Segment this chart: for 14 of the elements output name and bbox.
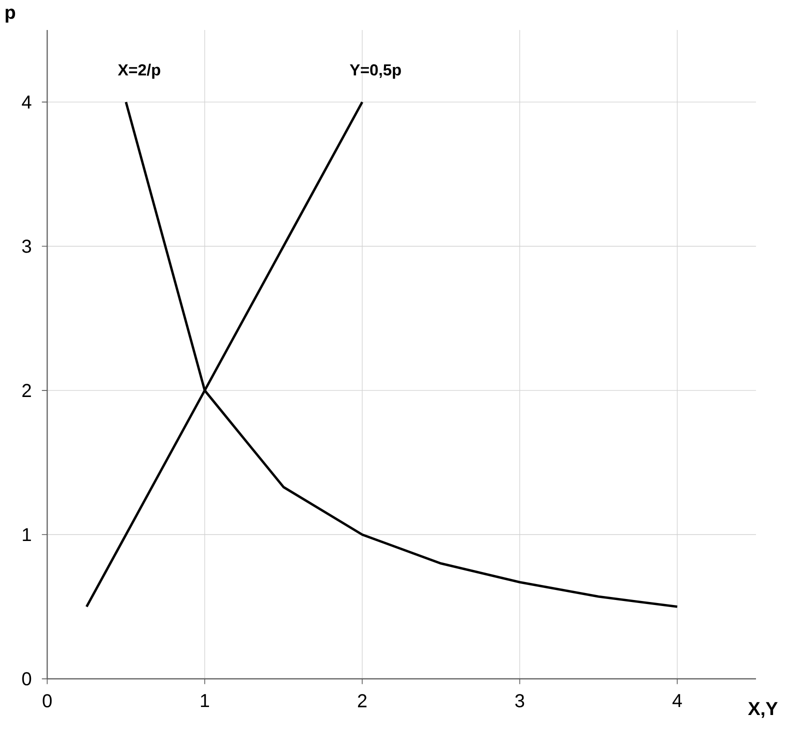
- x-tick-label: 2: [358, 694, 366, 708]
- series-label: Y=0,5p: [350, 64, 401, 79]
- y-tick-label: 4: [22, 96, 32, 109]
- x-tick-label: 3: [515, 694, 524, 708]
- x-tick-label: 0: [42, 694, 52, 708]
- y-axis-title: p: [6, 8, 16, 23]
- y-tick-label: 2: [22, 384, 31, 398]
- x-axis-title: X,Y: [748, 702, 778, 718]
- x-tick-label: 1: [200, 694, 210, 708]
- y-tick-label: 3: [22, 240, 32, 253]
- y-tick-label: 1: [22, 528, 31, 542]
- x-tick-label: 4: [672, 694, 682, 708]
- y-tick-label: 0: [22, 672, 32, 686]
- series-label: X=2/p: [118, 64, 160, 79]
